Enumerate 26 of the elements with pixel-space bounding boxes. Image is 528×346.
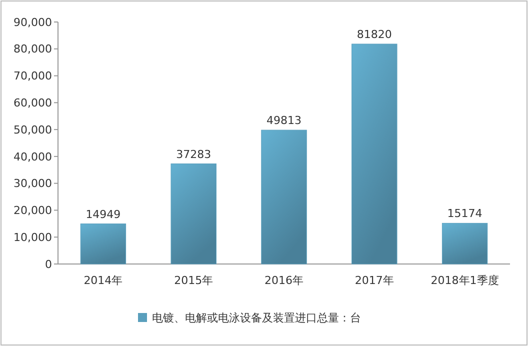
x-tick-label: 2017年 [354, 274, 394, 287]
y-tick-label: 60,000 [14, 96, 52, 110]
y-tick-label: 0 [45, 258, 52, 271]
x-tick-label: 2014年 [84, 274, 123, 287]
legend-label: 电镀、电解或电泳设备及装置进口总量：台 [152, 311, 361, 324]
y-tick-label: 90,000 [14, 16, 52, 29]
data-label: 37283 [176, 148, 212, 161]
data-label: 81820 [356, 28, 392, 41]
data-label: 14949 [86, 208, 121, 221]
y-tick-label: 20,000 [14, 204, 52, 218]
y-tick-label: 50,000 [14, 123, 52, 136]
bar [352, 44, 398, 264]
y-tick-label: 70,000 [14, 70, 52, 83]
bar [80, 224, 126, 264]
y-tick-label: 80,000 [14, 42, 52, 56]
y-tick-label: 10,000 [14, 230, 52, 244]
data-label: 15174 [447, 207, 482, 220]
bar [261, 130, 307, 264]
bar [170, 164, 216, 264]
x-tick-label: 2018年1季度 [430, 274, 499, 287]
y-tick-label: 40,000 [14, 150, 52, 164]
bar [442, 222, 488, 264]
data-label: 49813 [266, 114, 302, 128]
x-tick-label: 2016年 [264, 274, 304, 287]
y-tick-label: 30,000 [14, 177, 52, 190]
x-tick-label: 2015年 [174, 274, 214, 287]
